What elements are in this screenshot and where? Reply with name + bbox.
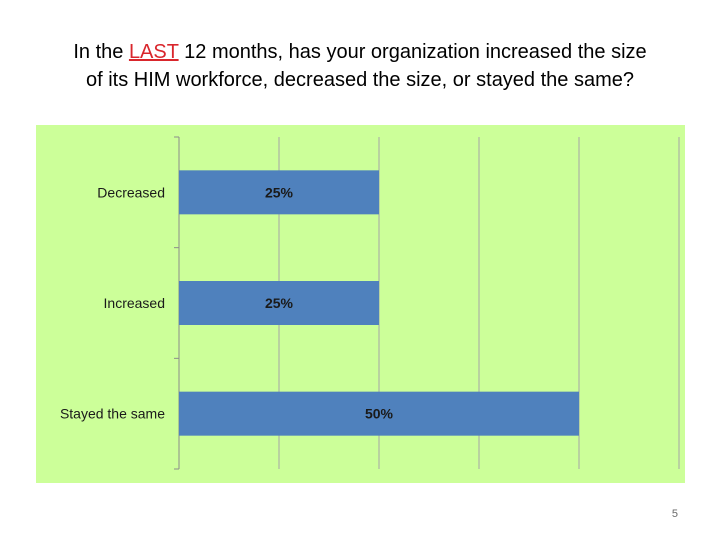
bar xyxy=(179,391,579,436)
title-emphasis: LAST xyxy=(128,41,179,63)
category-label: Increased xyxy=(104,295,165,311)
category-label: Decreased xyxy=(97,184,165,200)
bar-chart: 25% Decreased 25% Increased 50% Stayed the sa… xyxy=(36,125,685,483)
data-label: 50% xyxy=(365,406,394,422)
data-label: 25% xyxy=(265,295,294,311)
category-label: Stayed the same xyxy=(60,406,165,422)
title-text-start: In the xyxy=(73,41,129,63)
slide-title: In the LAST 12 months, has your organiza… xyxy=(20,38,700,94)
data-label: 25% xyxy=(265,184,294,200)
bar xyxy=(179,281,379,325)
bar xyxy=(179,170,379,215)
title-line-2: of its HIM workforce, decreased the size… xyxy=(85,69,635,91)
title-text-rest: 12 months, has your organization increas… xyxy=(178,41,647,63)
title-line-1: In the LAST 12 months, has your organiza… xyxy=(20,38,700,66)
page-number: 5 xyxy=(671,508,678,520)
